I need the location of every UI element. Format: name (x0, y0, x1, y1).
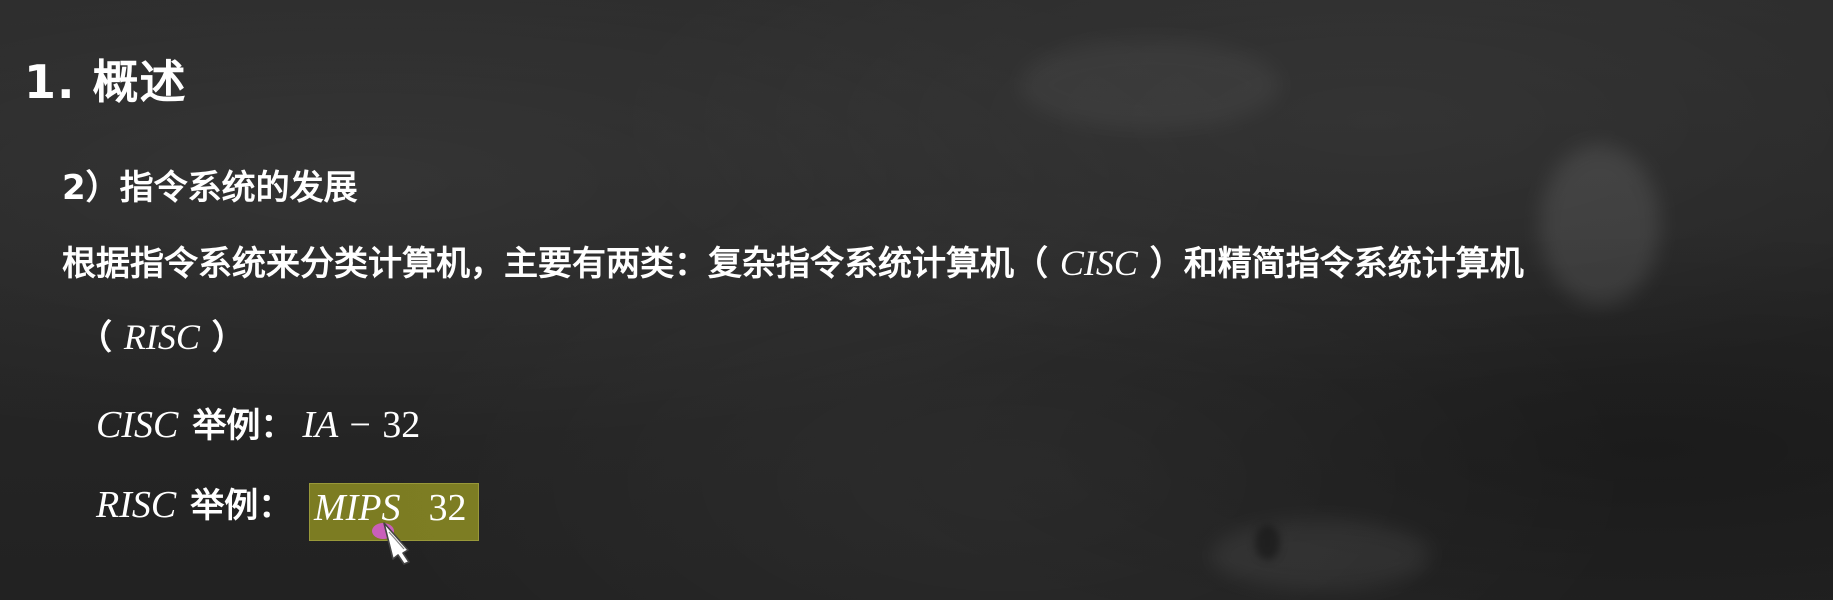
risc-example-row: RISC 举例： (96, 478, 292, 527)
chalk-smudge (1210, 520, 1430, 590)
cisc-example-value-prefix: IA − (302, 404, 383, 446)
risc-term: RISC (123, 317, 200, 357)
chalk-smudge (1255, 525, 1280, 560)
intro-line-1: 根据指令系统来分类计算机，主要有两类：复杂指令系统计算机（ CISC ）和精简指… (62, 236, 1524, 285)
paren-close: ） (211, 318, 246, 358)
paren-open: （ (78, 318, 112, 358)
cisc-example-label: 举例： (192, 406, 295, 446)
risc-example-value: MIPS 32 (314, 486, 467, 530)
chalk-smudge (1540, 145, 1660, 305)
intro-line-1-mid: ）和精简指令系统计算机 (1149, 244, 1524, 284)
text-highlight (309, 483, 479, 541)
risc-example-value-text: MIPS (314, 487, 401, 529)
cisc-example-name: CISC (96, 404, 179, 446)
slide-title: 1. 概述 (24, 55, 187, 109)
risc-example-label: 举例： (190, 486, 293, 526)
cisc-example-value: IA − 32 (302, 403, 420, 447)
cisc-example-value-num: 32 (382, 404, 421, 446)
intro-line-2: （ RISC ） (78, 310, 246, 359)
intro-line-1-prefix: 根据指令系统来分类计算机，主要有两类：复杂指令系统计算机（ (62, 244, 1048, 284)
risc-example-name: RISC (96, 484, 177, 526)
cisc-term: CISC (1059, 243, 1138, 283)
slide-subtitle: 2）指令系统的发展 (62, 168, 358, 208)
risc-example-value-num: 32 (428, 487, 467, 529)
cisc-example-row: CISC 举例： IA − 32 (96, 398, 420, 447)
chalk-smudge (1020, 40, 1280, 130)
pen-cursor-icon (383, 522, 410, 565)
